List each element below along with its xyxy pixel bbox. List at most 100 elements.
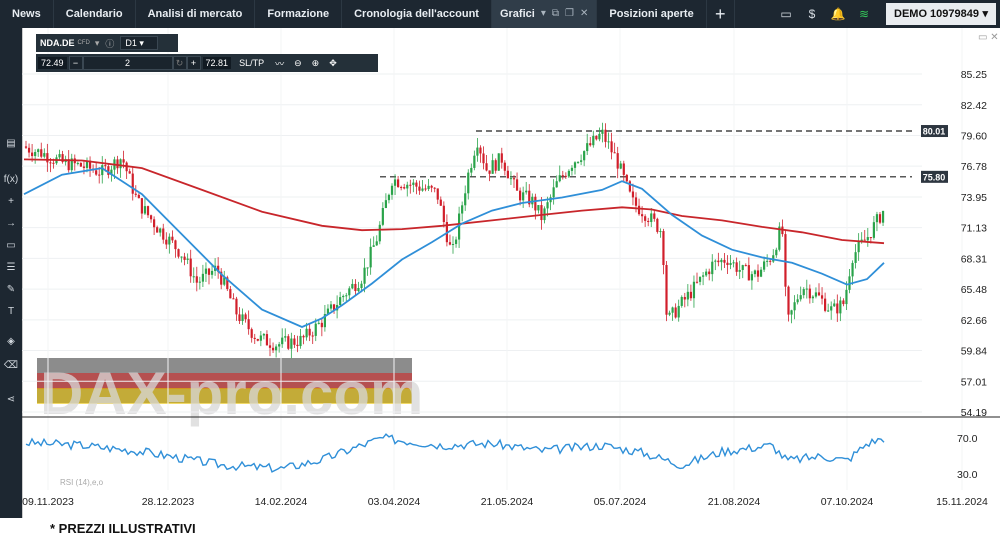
- candle-body: [329, 304, 333, 309]
- trash-icon[interactable]: ⌫: [3, 360, 19, 371]
- candle-body: [708, 271, 711, 275]
- tab-posizioni-aperte[interactable]: Posizioni aperte: [597, 0, 707, 28]
- reset-icon[interactable]: ↻: [172, 56, 187, 70]
- candle-body: [717, 260, 720, 263]
- candle-body: [793, 302, 796, 311]
- candles: [24, 122, 885, 359]
- popout-icon[interactable]: ⧉: [551, 8, 559, 19]
- candle-body: [787, 286, 790, 315]
- candle-body: [116, 159, 119, 169]
- pen-icon[interactable]: ✎: [6, 284, 16, 295]
- chevron-down-icon[interactable]: ▾: [94, 37, 100, 48]
- function-icon[interactable]: f(x): [3, 174, 19, 185]
- candle-body: [656, 218, 659, 232]
- candle-body: [586, 143, 589, 152]
- candle-body: [769, 260, 772, 262]
- dropdown-icon[interactable]: ▾: [540, 8, 546, 19]
- price-chart[interactable]: DAX-pro.com 85.25 82.42 79.60 76.78 73.95 71.…: [22, 28, 1000, 518]
- display-icon[interactable]: ▤: [6, 138, 16, 149]
- close-icon[interactable]: ✕: [579, 8, 589, 19]
- candle-body: [284, 336, 287, 338]
- candle-body: [104, 165, 107, 167]
- level-label-box: [921, 170, 948, 183]
- candle-body: [811, 296, 814, 299]
- candle-body: [650, 213, 653, 223]
- y-tick-label: 65.48: [961, 284, 987, 296]
- buy-price[interactable]: 72.81: [202, 57, 232, 69]
- zoom-out-icon[interactable]: ⊖: [294, 57, 302, 68]
- candle-body: [659, 231, 662, 233]
- price-axis[interactable]: 85.25 82.42 79.60 76.78 73.95 71.13 68.31 65.48…: [957, 69, 987, 481]
- candle-body: [186, 258, 189, 260]
- candle-body: [470, 167, 473, 173]
- x-tick-label: 21.08.2024: [708, 496, 761, 508]
- candle-body: [332, 304, 336, 311]
- candle-body: [641, 214, 644, 217]
- candle-body: [345, 295, 348, 297]
- candle-body: [256, 338, 259, 341]
- info-icon[interactable]: ⓘ: [105, 38, 115, 49]
- quantity-input[interactable]: 2: [82, 56, 173, 70]
- layout-icon[interactable]: ▭: [780, 7, 792, 21]
- candle-body: [784, 234, 787, 287]
- candle-body: [506, 170, 509, 179]
- add-tab-button[interactable]: +: [707, 0, 735, 28]
- x-tick-label: 03.04.2024: [368, 496, 421, 508]
- tab-formazione[interactable]: Formazione: [255, 0, 343, 28]
- window-controls[interactable]: ▭ ✕: [978, 32, 999, 43]
- time-axis[interactable]: 09.11.2023 28.12.2023 14.02.2024 03.04.2024…: [22, 496, 988, 508]
- horizontal-lines[interactable]: [380, 130, 912, 178]
- candle-body: [705, 271, 708, 276]
- sltp-button[interactable]: SL/TP: [239, 58, 265, 68]
- candle-body: [210, 270, 214, 275]
- price-alert-icon[interactable]: $: [808, 7, 816, 21]
- line-style-icon[interactable]: 〰: [275, 58, 285, 69]
- decrease-button[interactable]: −: [68, 56, 83, 70]
- tab-grafici[interactable]: Grafici ▾ ⧉ ❐ ✕: [491, 0, 598, 28]
- line-icon[interactable]: →: [6, 218, 16, 229]
- candle-body: [458, 213, 461, 240]
- rectangle-icon[interactable]: ▭: [6, 240, 16, 251]
- fibonacci-icon[interactable]: ☰: [6, 262, 16, 273]
- text-icon[interactable]: T: [7, 306, 15, 317]
- account-selector[interactable]: DEMO 10979849 ▾: [886, 3, 996, 25]
- instrument-symbol[interactable]: NDA.DE: [40, 38, 75, 48]
- share-icon[interactable]: ⋖: [6, 394, 16, 405]
- fit-icon[interactable]: ✥: [329, 57, 337, 68]
- timeframe-select[interactable]: D1 ▾: [120, 36, 159, 50]
- sell-price[interactable]: 72.49: [38, 57, 67, 69]
- ma-fast-line: [23, 167, 885, 328]
- candle-body: [479, 147, 482, 154]
- candle-body: [393, 179, 397, 186]
- candle-body: [494, 160, 497, 171]
- tab-news[interactable]: News: [0, 0, 54, 28]
- candle-body: [146, 206, 150, 216]
- candle-body: [390, 185, 394, 195]
- candle-body: [680, 296, 683, 306]
- chart-panel[interactable]: [22, 28, 1000, 518]
- candle-body: [424, 188, 427, 190]
- level-label: 80.01: [923, 127, 946, 137]
- candle-body: [702, 275, 705, 277]
- candle-body: [598, 133, 601, 140]
- candle-body: [692, 281, 696, 299]
- tab-calendario[interactable]: Calendario: [54, 0, 136, 28]
- candle-body: [735, 262, 738, 272]
- zoom-in-icon[interactable]: ⊕: [311, 57, 320, 68]
- candle-body: [177, 249, 180, 257]
- tab-cronologia-account[interactable]: Cronologia dell'account: [342, 0, 492, 28]
- candle-body: [744, 265, 747, 267]
- candle-body: [546, 202, 549, 209]
- x-tick-label: 07.10.2024: [821, 496, 874, 508]
- layers-icon[interactable]: ◈: [7, 336, 15, 347]
- candle-body: [442, 205, 445, 223]
- copy-icon[interactable]: ❐: [565, 8, 574, 19]
- candle-body: [61, 154, 64, 163]
- candle-body: [278, 344, 281, 347]
- increase-button[interactable]: +: [186, 56, 201, 70]
- bell-icon[interactable]: 🔔: [830, 7, 846, 21]
- tab-analisi-di-mercato[interactable]: Analisi di mercato: [136, 0, 256, 28]
- candle-body: [763, 261, 766, 270]
- candle-body: [644, 216, 647, 221]
- crosshair-icon[interactable]: +: [8, 196, 14, 207]
